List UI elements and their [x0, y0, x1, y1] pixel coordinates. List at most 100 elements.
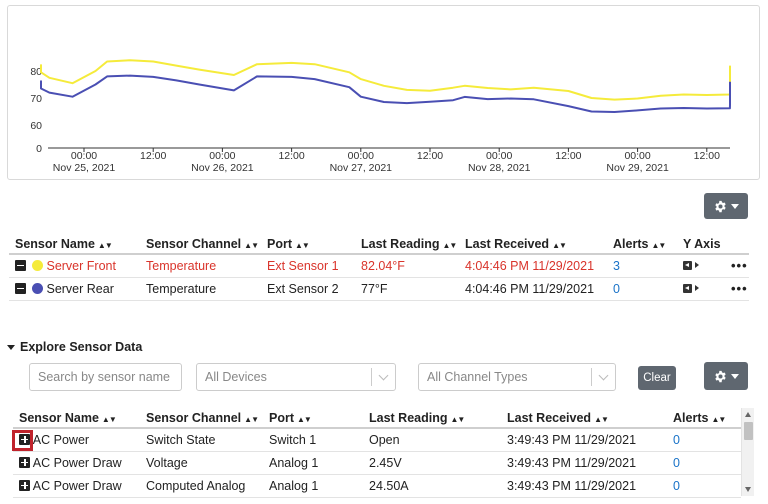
col-alerts[interactable]: Alerts ▲▼ — [667, 408, 741, 429]
more-options-button[interactable]: ••• — [731, 258, 748, 274]
col-sensor-name[interactable]: Sensor Name ▲▼ — [13, 408, 140, 429]
sensor-port: Ext Sensor 2 — [261, 277, 355, 301]
expand-icon[interactable] — [19, 433, 30, 445]
col-last-received[interactable]: Last Received ▲▼ — [501, 408, 667, 429]
x-tick-label: 00:00 — [209, 150, 235, 162]
col-last-reading[interactable]: Last Reading ▲▼ — [363, 408, 501, 429]
y-axis-left-icon[interactable] — [683, 283, 692, 293]
search-input[interactable]: Search by sensor name — [29, 363, 182, 391]
y-axis-toggle[interactable] — [683, 283, 699, 293]
last-reading: 82.04°F — [355, 254, 459, 278]
collapse-icon[interactable] — [15, 259, 26, 271]
y-tick-label: 80 — [30, 66, 42, 78]
sensor-port: Analog 1 — [263, 451, 363, 475]
sensor-name: AC Power — [32, 432, 90, 447]
scroll-thumb[interactable] — [744, 422, 753, 440]
gear-icon — [714, 200, 726, 212]
scroll-up-icon[interactable] — [745, 412, 751, 417]
search-placeholder: Search by sensor name — [38, 370, 171, 384]
alerts-link[interactable]: 0 — [673, 478, 680, 493]
table-row: Server Rear Temperature Ext Sensor 2 77°… — [9, 277, 749, 301]
table-row: AC Power Switch State Switch 1 Open 3:49… — [13, 428, 741, 452]
sort-icon: ▲▼ — [244, 414, 259, 424]
sort-icon: ▲▼ — [594, 414, 609, 424]
col-alerts[interactable]: Alerts ▲▼ — [607, 234, 677, 255]
alerts-link[interactable]: 0 — [613, 281, 620, 296]
x-tick-date-label: Nov 28, 2021 — [468, 162, 531, 174]
sort-icon: ▲▼ — [651, 240, 666, 250]
gear-icon — [714, 370, 726, 382]
explore-sensors-table: Sensor Name ▲▼ Sensor Channel ▲▼ Port ▲▼ La… — [13, 408, 741, 498]
last-reading: 2.45V — [363, 451, 501, 475]
channel-types-select[interactable]: All Channel Types — [418, 363, 616, 391]
series-color-dot — [32, 259, 43, 271]
chevron-down-icon[interactable] — [591, 368, 615, 386]
sensor-name: AC Power Draw — [32, 478, 122, 493]
selected-sensors-table: Sensor Name ▲▼ Sensor Channel ▲▼ Port ▲▼ La… — [9, 234, 749, 301]
expand-icon[interactable] — [19, 479, 30, 491]
y-axis-left-icon[interactable] — [683, 260, 692, 270]
alerts-link[interactable]: 3 — [613, 258, 620, 273]
devices-select[interactable]: All Devices — [196, 363, 396, 391]
explore-settings-button[interactable] — [704, 362, 748, 390]
table-header-row: Sensor Name ▲▼ Sensor Channel ▲▼ Port ▲▼ La… — [9, 234, 749, 255]
more-options-button[interactable]: ••• — [731, 281, 748, 296]
expand-icon[interactable] — [19, 456, 30, 468]
y-axis-toggle[interactable] — [683, 260, 699, 270]
table-header-row: Sensor Name ▲▼ Sensor Channel ▲▼ Port ▲▼ La… — [13, 408, 741, 429]
sensor-name: Server Rear — [46, 281, 114, 296]
sort-icon: ▲▼ — [711, 414, 726, 424]
last-reading: 77°F — [355, 277, 459, 301]
x-tick-label: 00:00 — [486, 150, 512, 162]
last-reading: 24.50A — [363, 474, 501, 498]
col-port[interactable]: Port ▲▼ — [261, 234, 355, 255]
x-tick-date-label: Nov 27, 2021 — [330, 162, 393, 174]
col-more — [725, 234, 749, 255]
sensor-channel: Temperature — [140, 277, 261, 301]
sort-icon: ▲▼ — [101, 414, 117, 424]
y-axis-right-icon[interactable] — [695, 262, 699, 269]
col-port[interactable]: Port ▲▼ — [263, 408, 363, 429]
channel-types-value: All Channel Types — [427, 370, 528, 384]
x-tick-label: 12:00 — [140, 150, 166, 162]
explore-sensor-data-toggle[interactable]: Explore Sensor Data — [7, 340, 142, 354]
x-tick-label: 00:00 — [348, 150, 374, 162]
alerts-link[interactable]: 0 — [673, 455, 680, 470]
scroll-down-icon[interactable] — [745, 487, 751, 492]
clear-button[interactable]: Clear — [638, 366, 676, 390]
sensor-port: Switch 1 — [263, 428, 363, 452]
sensor-port: Ext Sensor 1 — [261, 254, 355, 278]
x-tick-label: 12:00 — [278, 150, 304, 162]
chart-settings-button[interactable] — [704, 193, 748, 219]
y-tick-label: 70 — [30, 93, 42, 105]
col-sensor-channel[interactable]: Sensor Channel ▲▼ — [140, 234, 261, 255]
sensor-name-cell: Server Front — [9, 254, 140, 278]
x-tick-label: 12:00 — [555, 150, 581, 162]
table-row: AC Power Draw Voltage Analog 1 2.45V 3:4… — [13, 451, 741, 475]
y-axis-right-icon[interactable] — [695, 285, 699, 291]
sort-icon: ▲▼ — [450, 414, 466, 424]
last-received: 3:49:43 PM 11/29/2021 — [501, 428, 667, 452]
last-received: 3:49:43 PM 11/29/2021 — [501, 474, 667, 498]
x-tick-date-label: Nov 25, 2021 — [53, 162, 116, 174]
sensor-channel: Voltage — [140, 451, 263, 475]
col-last-received[interactable]: Last Received ▲▼ — [459, 234, 607, 255]
devices-value: All Devices — [205, 370, 267, 384]
y-tick-label: 60 — [30, 120, 42, 132]
table-scrollbar[interactable] — [741, 408, 754, 496]
alerts-link[interactable]: 0 — [673, 432, 680, 447]
sensor-name-cell: Server Rear — [9, 277, 140, 301]
col-sensor-channel[interactable]: Sensor Channel ▲▼ — [140, 408, 263, 429]
sort-icon: ▲▼ — [297, 414, 312, 424]
sensor-channel: Temperature — [140, 254, 261, 278]
last-reading: Open — [363, 428, 501, 452]
collapse-icon[interactable] — [15, 282, 26, 294]
expand-highlight-box — [12, 430, 33, 451]
caret-down-icon — [7, 344, 15, 350]
sensor-chart: 0 60 70 80 00:00 Nov 25, 2021 12:00 00:00 Nov 26… — [7, 5, 760, 180]
col-last-reading[interactable]: Last Reading ▲▼ — [355, 234, 459, 255]
chevron-down-icon[interactable] — [371, 368, 395, 386]
table-row: Server Front Temperature Ext Sensor 1 82… — [9, 254, 749, 278]
col-sensor-name[interactable]: Sensor Name ▲▼ — [9, 234, 140, 255]
